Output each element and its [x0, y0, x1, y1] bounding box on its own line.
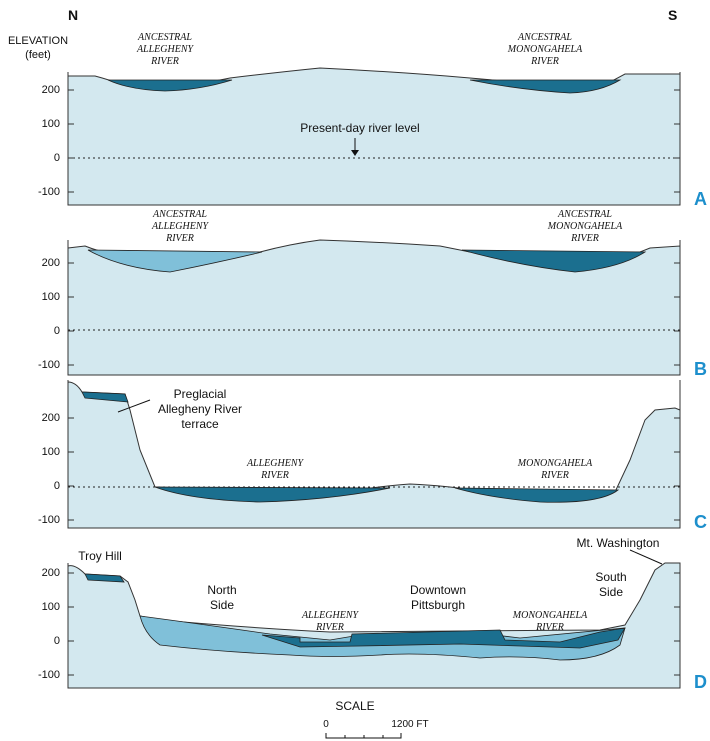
panel-letter: A — [694, 189, 707, 209]
scale-end: 1200 FT — [391, 719, 428, 730]
place-label: South — [595, 570, 626, 584]
channel-fill — [107, 79, 233, 92]
note: Present-day river level — [300, 121, 419, 135]
river-label: ALLEGHENY — [246, 458, 305, 469]
panel-frame — [67, 240, 681, 376]
tick-label: 100 — [42, 446, 60, 458]
channel-fill — [461, 249, 647, 273]
place-label: Side — [210, 598, 234, 612]
panel-d: Troy Hill North Side Downtown Pittsburgh… — [38, 536, 707, 692]
axis-title: (feet) — [25, 49, 51, 61]
scale-title: SCALE — [335, 699, 374, 713]
channel-fill — [469, 79, 622, 94]
hill-fill — [84, 573, 125, 583]
river-label: MONONGAHELA — [517, 458, 593, 469]
scale-bar — [325, 733, 402, 739]
tick-label: -100 — [38, 669, 60, 681]
river-label: RIVER — [570, 233, 599, 244]
river-label: ANCESTRAL — [557, 209, 612, 220]
place-label: Side — [599, 585, 623, 599]
river-label: RIVER — [150, 56, 179, 67]
place-label: Downtown — [410, 583, 466, 597]
river-label: ANCESTRAL — [517, 32, 572, 43]
place-label: Pittsburgh — [411, 598, 465, 612]
river-label: RIVER — [315, 622, 344, 633]
river-label: RIVER — [535, 622, 564, 633]
river-label: RIVER — [530, 56, 559, 67]
note: Preglacial — [174, 387, 227, 401]
channel-fill — [454, 487, 620, 503]
tick-label: 0 — [54, 480, 60, 492]
river-label: ANCESTRAL — [152, 209, 207, 220]
river-label: ALLEGHENY — [301, 610, 360, 621]
river-label: RIVER — [260, 470, 289, 481]
tick-label: 200 — [42, 84, 60, 96]
tick-label: 200 — [42, 412, 60, 424]
tick-label: 100 — [42, 118, 60, 130]
channel-fill — [261, 627, 626, 649]
terrace-fill — [81, 391, 129, 403]
river-label: RIVER — [540, 470, 569, 481]
tick-label: -100 — [38, 359, 60, 371]
panel-letter: C — [694, 512, 707, 532]
river-label: ALLEGHENY — [136, 44, 195, 55]
north-label: N — [68, 7, 78, 23]
tick-label: 0 — [54, 325, 60, 337]
place-label: Mt. Washington — [577, 536, 660, 550]
axis-title: ELEVATION — [8, 35, 68, 47]
tick-label: -100 — [38, 514, 60, 526]
river-label: RIVER — [165, 233, 194, 244]
place-label: North — [207, 583, 236, 597]
panel-letter: D — [694, 672, 707, 692]
tick-label: 0 — [54, 635, 60, 647]
scale-start: 0 — [323, 719, 329, 730]
tick-label: 100 — [42, 601, 60, 613]
river-label: ANCESTRAL — [137, 32, 192, 43]
channel-fill — [154, 486, 391, 503]
panel-letter: B — [694, 359, 707, 379]
south-label: S — [668, 7, 677, 23]
river-label: MONONGAHELA — [512, 610, 588, 621]
river-label: MONONGAHELA — [547, 221, 623, 232]
place-label: Troy Hill — [78, 549, 122, 563]
tick-label: 200 — [42, 257, 60, 269]
panel-frame — [67, 563, 681, 689]
note: Allegheny River — [158, 402, 242, 416]
panel-c: Preglacial Allegheny River terrace 200 10… — [38, 380, 707, 532]
arrow-head — [351, 150, 359, 156]
leader-line — [629, 549, 663, 565]
tick-label: -100 — [38, 186, 60, 198]
tick-label: 100 — [42, 291, 60, 303]
panel-a: Present-day river level 200 100 0 -100 A ANCE… — [38, 32, 707, 209]
leader-line — [117, 399, 151, 413]
river-label: MONONGAHELA — [507, 44, 583, 55]
tick-label: 0 — [54, 152, 60, 164]
panel-frame — [67, 72, 681, 206]
tick-label: 200 — [42, 567, 60, 579]
note: terrace — [181, 417, 219, 431]
panel-frame — [67, 380, 681, 529]
river-label: ALLEGHENY — [151, 221, 210, 232]
channel-fill — [87, 249, 263, 273]
